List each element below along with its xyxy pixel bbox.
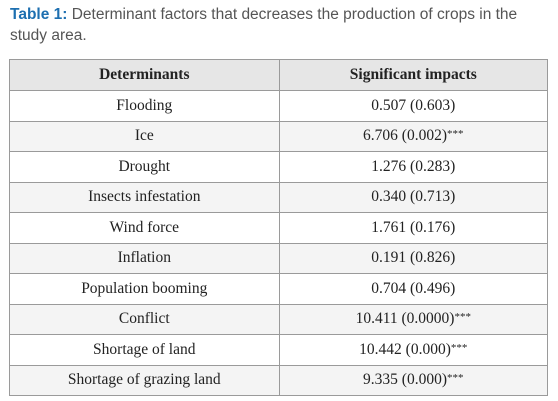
impact-cell: 0.507 (0.603) [278, 90, 549, 122]
impact-value: 1.761 (0.176) [371, 218, 456, 236]
determinant-cell: Wind force [9, 212, 280, 244]
impact-cell: 0.704 (0.496) [278, 273, 549, 305]
table-row: Shortage of grazing land 9.335 (0.000)**… [9, 364, 549, 396]
impact-cell: 9.335 (0.000)*** [278, 364, 549, 396]
impact-value: 9.335 (0.000) [363, 371, 447, 389]
impact-cell: 10.411 (0.0000)*** [278, 303, 549, 335]
determinant-cell: Flooding [9, 90, 280, 122]
impact-value: 6.706 (0.002) [363, 127, 447, 145]
determinant-cell: Insects infestation [9, 181, 280, 213]
table-row: Ice 6.706 (0.002)*** [9, 120, 549, 152]
impact-cell: 10.442 (0.000)*** [278, 334, 549, 366]
impact-value: 1.276 (0.283) [371, 157, 456, 175]
table-row: Population booming 0.704 (0.496) [9, 273, 549, 305]
impact-cell: 0.340 (0.713) [278, 181, 549, 213]
impact-value: 0.191 (0.826) [371, 249, 456, 267]
determinant-cell: Ice [9, 120, 280, 152]
header-significant-impacts: Significant impacts [278, 59, 549, 91]
table-row: Drought 1.276 (0.283) [9, 151, 549, 183]
determinant-cell: Drought [9, 151, 280, 183]
table-row: Inflation 0.191 (0.826) [9, 242, 549, 274]
significance-stars: *** [447, 372, 464, 385]
significance-stars: *** [447, 128, 464, 141]
table-header-row: Determinants Significant impacts [9, 59, 549, 91]
significance-stars: *** [450, 341, 468, 354]
determinant-cell: Shortage of grazing land [9, 364, 280, 396]
table-caption: Table 1: Determinant factors that decrea… [10, 4, 555, 46]
impact-cell: 1.761 (0.176) [278, 212, 549, 244]
impact-value: 10.411 (0.0000) [355, 310, 455, 328]
determinant-cell: Conflict [9, 303, 280, 335]
impact-value: 0.340 (0.713) [371, 188, 456, 206]
table-caption-text: Determinant factors that decreases the p… [10, 6, 518, 44]
header-determinants: Determinants [9, 59, 280, 91]
table-row: Conflict 10.411 (0.0000)*** [9, 303, 549, 335]
determinants-table: Determinants Significant impacts Floodin… [9, 59, 549, 396]
table-caption-label: Table 1: [10, 6, 68, 23]
determinant-cell: Shortage of land [9, 334, 280, 366]
determinant-cell: Inflation [9, 242, 280, 274]
table-row: Insects infestation 0.340 (0.713) [9, 181, 549, 213]
table-row: Wind force 1.761 (0.176) [9, 212, 549, 244]
table-row: Shortage of land 10.442 (0.000)*** [9, 334, 549, 366]
significance-stars: *** [454, 311, 471, 324]
table-row: Flooding 0.507 (0.603) [9, 90, 549, 122]
impact-value: 0.507 (0.603) [371, 96, 456, 114]
impact-cell: 6.706 (0.002)*** [278, 120, 549, 152]
impact-value: 0.704 (0.496) [371, 279, 456, 297]
determinant-cell: Population booming [9, 273, 280, 305]
impact-cell: 1.276 (0.283) [278, 151, 549, 183]
impact-value: 10.442 (0.000) [359, 340, 451, 358]
impact-cell: 0.191 (0.826) [278, 242, 549, 274]
